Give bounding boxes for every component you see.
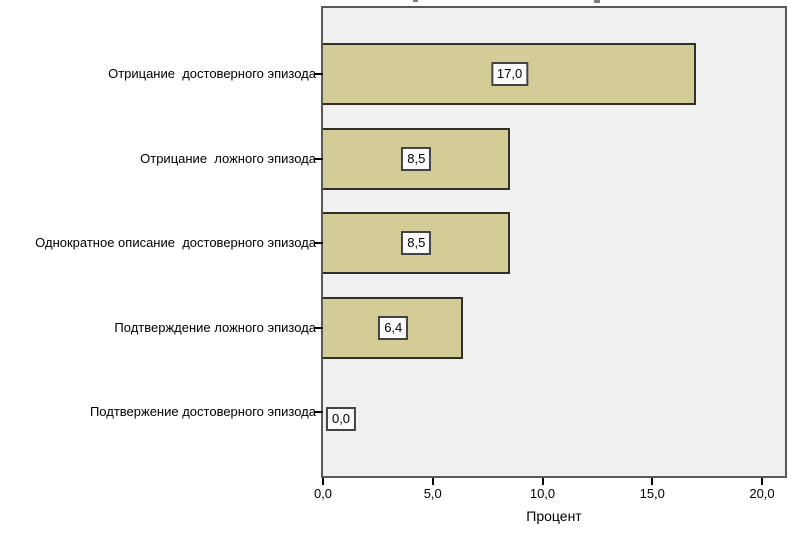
x-tick-label: 15,0 (639, 486, 665, 501)
cropped-title-artifact-right (594, 0, 600, 3)
category-tick-icon (315, 158, 323, 160)
category-tick-icon (315, 411, 323, 413)
x-tick-label: 5,0 (423, 486, 442, 501)
x-tick-icon (322, 478, 324, 485)
category-label: Однократное описание достоверного эпизод… (35, 235, 316, 250)
value-label: 0,0 (325, 407, 357, 431)
category-label: Подтвержение достоверного эпизода (89, 404, 316, 419)
category-label: Отрицание достоверного эпизода (108, 66, 316, 81)
x-tick-icon (431, 478, 434, 485)
x-axis-title: Процент (526, 508, 582, 524)
value-label: 8,5 (401, 147, 432, 171)
value-label: 8,5 (401, 231, 432, 255)
category-tick-icon (315, 327, 323, 329)
x-tick-icon (651, 478, 654, 485)
cropped-title-artifact-left (413, 0, 418, 2)
x-tick-icon (541, 478, 544, 485)
x-tick-icon (761, 478, 763, 485)
category-label: Подтверждение ложного эпизода (114, 320, 316, 335)
x-tick-label: 10,0 (529, 486, 556, 501)
category-label: Отрицание ложного эпизода (140, 151, 316, 166)
category-tick-icon (315, 73, 323, 75)
x-tick-label: 20,0 (749, 486, 775, 501)
x-tick-label: 0,0 (313, 486, 333, 501)
value-label: 17,0 (490, 62, 529, 86)
value-label: 6,4 (378, 316, 409, 340)
category-tick-icon (315, 242, 323, 244)
